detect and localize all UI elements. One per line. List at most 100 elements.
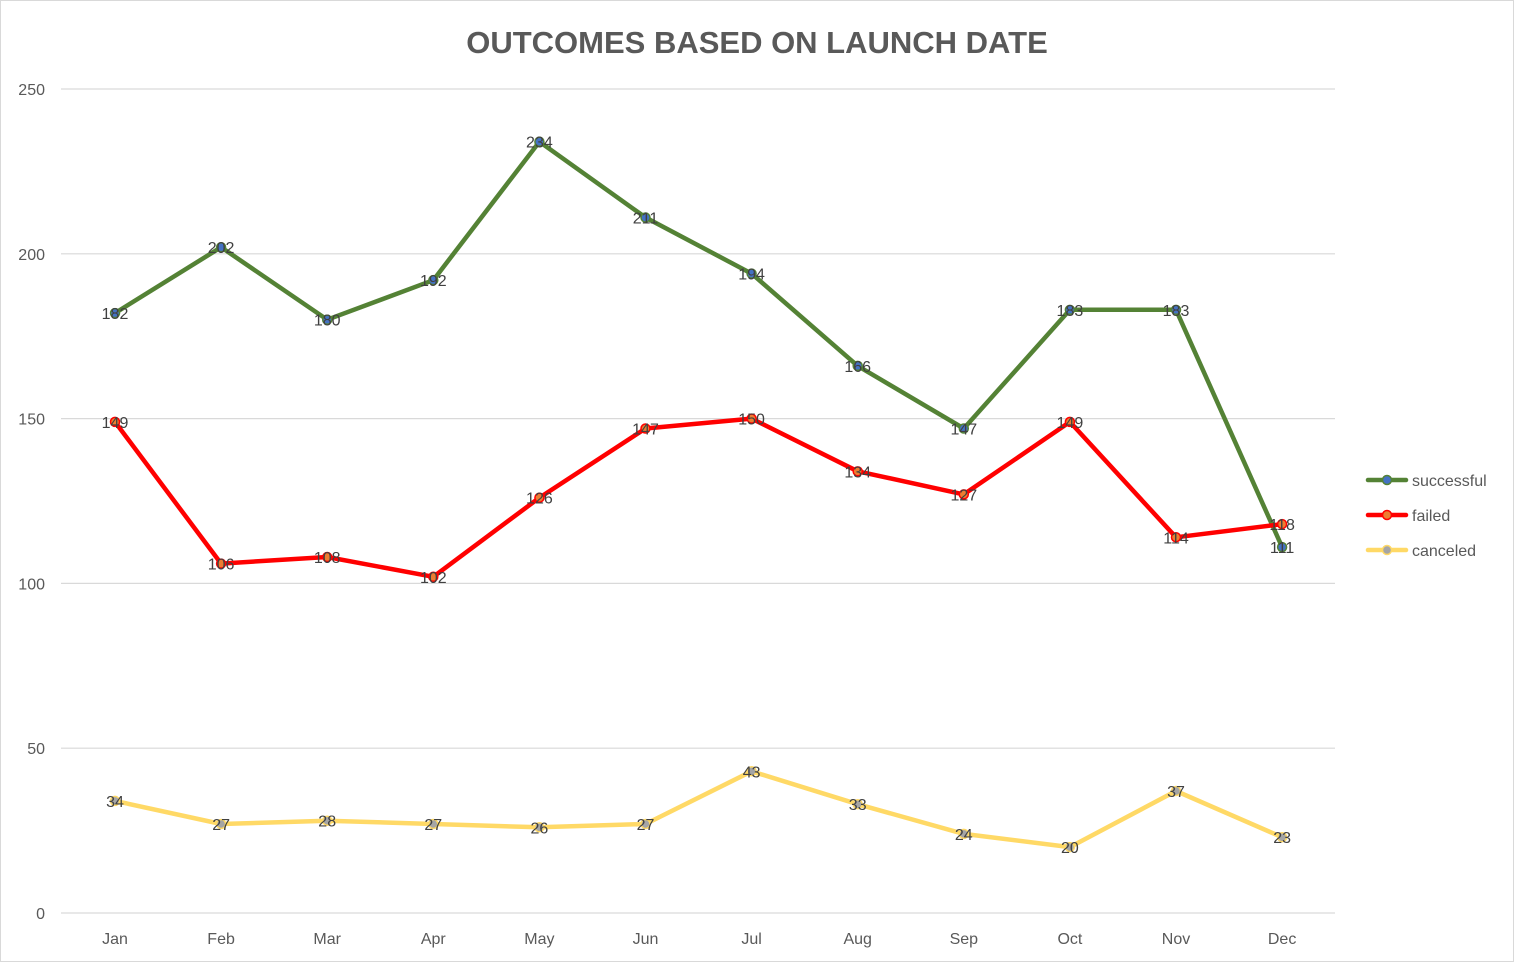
data-label-successful: 183 — [1163, 303, 1190, 320]
x-axis-tick-labels: Jan Feb Mar Apr May Jun Jul Aug Sep Oct Nov Dec — [102, 931, 1296, 948]
data-label-failed: 150 — [738, 412, 765, 429]
data-label-successful: 180 — [314, 313, 341, 330]
data-label-canceled: 23 — [1273, 830, 1291, 847]
data-label-canceled: 27 — [212, 817, 230, 834]
data-point-successful — [215, 241, 227, 253]
legend-marker-canceled — [1381, 544, 1393, 556]
data-point-failed — [1276, 518, 1288, 530]
data-labels: 182 202 180 192 234 211 194 166 147 183 183 111 149 1… — [102, 135, 1295, 857]
data-point-successful — [746, 268, 757, 279]
data-label-failed: 114 — [1163, 530, 1189, 547]
legend: successful failed canceled — [1365, 473, 1487, 560]
y-tick-label: 200 — [18, 247, 45, 264]
x-tick-label: Feb — [207, 931, 235, 948]
data-label-canceled: 43 — [743, 764, 761, 781]
data-label-canceled: 20 — [1061, 840, 1079, 857]
legend-marker-failed — [1381, 509, 1393, 521]
data-point-failed — [534, 492, 545, 503]
y-tick-label: 250 — [18, 82, 45, 99]
data-label-successful: 182 — [102, 306, 129, 323]
x-tick-label: Jan — [102, 931, 128, 948]
legend-label-successful: successful — [1412, 473, 1487, 490]
data-label-canceled: 24 — [955, 827, 973, 844]
data-point-canceled — [428, 818, 439, 830]
series-line-failed — [112, 416, 1285, 580]
x-tick-label: Aug — [843, 931, 871, 948]
data-point-failed — [1064, 416, 1076, 428]
data-point-canceled — [852, 798, 863, 810]
data-point-canceled — [321, 815, 333, 826]
data-point-successful — [1170, 304, 1182, 316]
data-point-failed — [109, 416, 121, 428]
y-axis-tick-labels: 0 50 100 150 200 250 — [18, 82, 45, 923]
x-tick-label: Nov — [1162, 931, 1190, 948]
data-label-successful: 111 — [1270, 540, 1294, 557]
series-markers — [109, 136, 1288, 853]
data-label-failed: 106 — [208, 557, 235, 574]
data-label-successful: 166 — [844, 359, 871, 376]
y-tick-label: 0 — [36, 906, 45, 923]
data-point-successful — [958, 423, 970, 434]
data-label-failed: 102 — [420, 570, 447, 587]
data-label-canceled: 27 — [424, 817, 442, 834]
data-label-canceled: 33 — [849, 797, 867, 814]
data-label-canceled: 34 — [106, 794, 124, 811]
x-tick-label: Sep — [950, 931, 979, 948]
data-label-successful: 211 — [633, 211, 659, 228]
data-point-successful — [1064, 304, 1076, 316]
data-point-failed — [428, 571, 439, 583]
data-label-failed: 147 — [632, 421, 659, 438]
x-tick-label: Jul — [741, 931, 761, 948]
data-point-successful — [109, 307, 121, 319]
data-label-failed: 149 — [102, 415, 129, 432]
data-point-failed — [1170, 532, 1182, 543]
data-label-successful: 192 — [420, 273, 447, 290]
data-point-failed — [852, 466, 863, 477]
data-label-failed: 108 — [314, 550, 341, 567]
data-label-canceled: 26 — [531, 820, 549, 837]
data-label-failed: 126 — [526, 491, 553, 508]
legend-label-canceled: canceled — [1412, 543, 1476, 560]
data-label-successful: 183 — [1057, 303, 1084, 320]
series-line-successful — [112, 139, 1285, 550]
data-point-failed — [215, 558, 227, 569]
y-tick-label: 150 — [18, 412, 45, 429]
legend-marker-successful — [1381, 474, 1393, 486]
x-tick-label: May — [524, 931, 554, 948]
data-label-failed: 134 — [844, 464, 871, 481]
data-point-successful — [428, 274, 439, 286]
data-point-canceled — [215, 818, 227, 830]
data-point-canceled — [958, 828, 970, 840]
data-label-failed: 118 — [1269, 517, 1295, 534]
data-point-failed — [958, 489, 970, 500]
x-tick-label: Dec — [1268, 931, 1296, 948]
data-label-failed: 149 — [1057, 415, 1084, 432]
data-point-successful — [852, 360, 863, 372]
x-tick-label: Oct — [1057, 931, 1082, 948]
data-point-failed — [640, 423, 651, 434]
x-tick-label: Apr — [421, 931, 447, 948]
x-tick-label: Mar — [313, 931, 341, 948]
x-tick-label: Jun — [633, 931, 659, 948]
data-point-canceled — [1064, 841, 1076, 853]
data-label-successful: 202 — [208, 240, 235, 257]
data-point-canceled — [1276, 831, 1288, 843]
series-lines — [112, 139, 1285, 850]
data-point-successful — [1276, 541, 1288, 553]
data-label-canceled: 27 — [637, 817, 655, 834]
data-point-successful — [321, 314, 333, 325]
data-label-successful: 147 — [950, 421, 977, 438]
data-point-successful — [534, 136, 545, 147]
chart-title: OUTCOMES BASED ON LAUNCH DATE — [466, 25, 1048, 60]
data-label-successful: 234 — [526, 135, 553, 152]
data-point-canceled — [109, 795, 121, 807]
data-label-canceled: 37 — [1167, 784, 1185, 801]
gridlines — [61, 88, 1335, 914]
data-point-canceled — [746, 766, 757, 777]
legend-label-failed: failed — [1412, 508, 1450, 525]
data-point-failed — [746, 413, 757, 424]
data-point-canceled — [1170, 785, 1182, 797]
y-tick-label: 50 — [27, 741, 45, 758]
